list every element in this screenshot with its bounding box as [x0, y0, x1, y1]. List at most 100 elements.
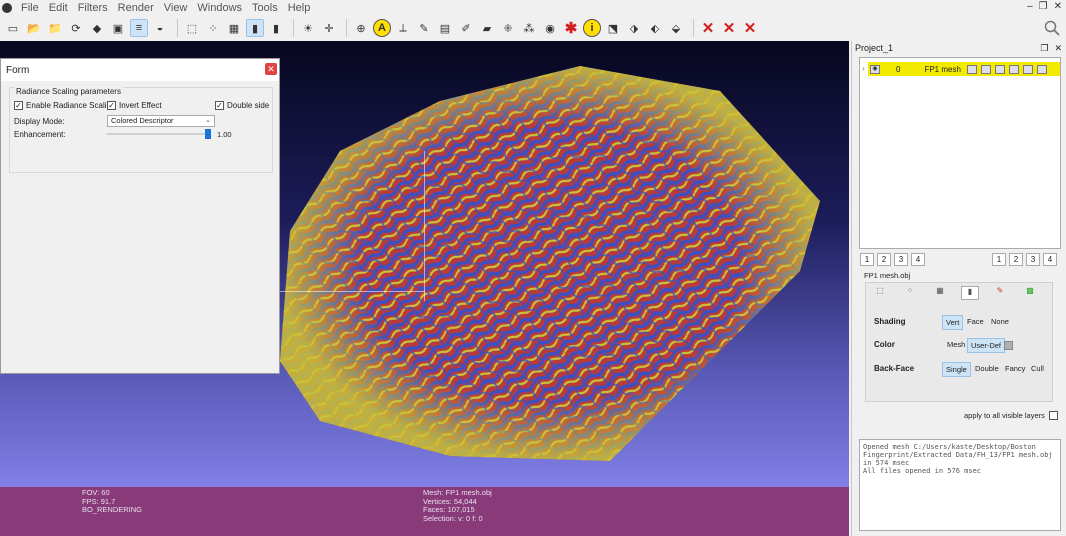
measure-icon[interactable]: ⟂	[399, 21, 407, 34]
right-shortcut-1[interactable]: 1	[992, 253, 1006, 266]
color-swatch[interactable]	[1004, 341, 1013, 350]
delete-all-icon[interactable]: ✕	[743, 20, 757, 37]
select-connected-icon[interactable]: ⁂	[523, 22, 535, 35]
search-icon[interactable]	[1044, 20, 1060, 36]
right-shortcut-3[interactable]: 3	[1026, 253, 1040, 266]
shading-icon[interactable]	[1008, 64, 1019, 74]
texture-icon[interactable]	[1036, 64, 1047, 74]
dialog-close-button[interactable]: ✕	[265, 63, 277, 75]
close-window-button[interactable]: ✕	[1053, 1, 1062, 12]
enable-radiance-checkbox[interactable]: ✓ Enable Radiance Scaling	[14, 101, 115, 110]
color-picker-icon[interactable]: ▰	[482, 22, 492, 35]
tab-wireframe-icon[interactable]: ▦	[936, 286, 944, 295]
minimize-button[interactable]: –	[1027, 1, 1033, 12]
edit-mesh-icon[interactable]: ⬖	[650, 22, 660, 35]
tab-points-icon[interactable]: ⁘	[906, 286, 914, 295]
apply-all-checkbox[interactable]	[1048, 411, 1058, 420]
brush-icon[interactable]: ✐	[461, 22, 471, 35]
reload-icon[interactable]: ⟳	[71, 22, 81, 35]
double-side-label: Double side	[227, 101, 270, 110]
left-shortcut-3[interactable]: 3	[894, 253, 908, 266]
texture-icon[interactable]: ▮	[272, 22, 280, 35]
shading-none-button[interactable]: None	[991, 317, 1009, 326]
import-mesh-icon[interactable]: ◆	[92, 22, 102, 35]
display-mode-label: Display Mode:	[14, 117, 65, 126]
selection-text: Selection: v: 0 f: 0	[423, 513, 483, 523]
enhancement-slider-track[interactable]	[107, 133, 211, 135]
menu-view[interactable]: View	[163, 2, 188, 14]
display-mode-select[interactable]: Colored Descriptor ⌄	[107, 115, 215, 127]
delete-vertices-icon[interactable]: ✕	[701, 20, 715, 37]
axis-icon[interactable]: ✛	[324, 22, 334, 35]
enhancement-slider-handle[interactable]	[205, 129, 211, 139]
menu-bar: File Edit Filters Render View Windows To…	[0, 0, 1066, 16]
points-icon[interactable]	[980, 64, 991, 74]
mesh-name-text: Mesh: FP1 mesh.obj	[423, 488, 492, 497]
backface-fancy-button[interactable]: Fancy	[1005, 364, 1026, 373]
menu-help[interactable]: Help	[287, 2, 311, 14]
paint-icon[interactable]: ✎	[419, 22, 429, 35]
open-folder-icon[interactable]: 📂	[27, 22, 41, 35]
close-panel-icon[interactable]: ✕	[1054, 43, 1062, 53]
new-file-icon[interactable]: ▭	[7, 22, 19, 35]
annotation-icon[interactable]: A	[373, 19, 391, 37]
align-icon[interactable]: ⬔	[607, 22, 619, 35]
tab-shading-icon[interactable]: ▮	[961, 286, 979, 300]
color-mesh-button[interactable]: Mesh	[947, 340, 966, 349]
open-recent-icon[interactable]: 📁	[48, 22, 62, 35]
color-userdef-button[interactable]: User-Def	[967, 338, 1006, 353]
left-shortcut-2[interactable]: 2	[877, 253, 891, 266]
right-shortcut-2[interactable]: 2	[1009, 253, 1023, 266]
enhancement-value: 1.00	[217, 130, 232, 139]
tab-bbox-icon[interactable]: ⬚	[876, 286, 884, 295]
manipulator-icon[interactable]: ⊕	[356, 22, 366, 35]
backface-single-button[interactable]: Single	[942, 362, 971, 377]
double-side-checkbox[interactable]: ✓ Double side	[215, 101, 269, 110]
left-shortcut-4[interactable]: 4	[911, 253, 925, 266]
backface-double-button[interactable]: Double	[975, 364, 999, 373]
menu-render[interactable]: Render	[117, 2, 154, 14]
delete-faces-icon[interactable]: ✕	[722, 20, 736, 37]
menu-file[interactable]: File	[21, 2, 39, 14]
restore-button[interactable]: ❐	[1038, 1, 1048, 12]
enable-radiance-label: Enable Radiance Scaling	[26, 101, 116, 110]
info-icon[interactable]: i	[583, 19, 601, 37]
pick-icon[interactable]: ⬙	[671, 22, 681, 35]
menu-tools[interactable]: Tools	[252, 2, 278, 14]
layer-row[interactable]: ◉ 0 FP1 mesh	[868, 62, 1060, 76]
dialog-titlebar[interactable]: Form	[1, 59, 279, 81]
snapshot-icon[interactable]: ▣	[112, 22, 124, 35]
select-faces-icon[interactable]: ▤	[439, 22, 451, 35]
right-shortcut-4[interactable]: 4	[1043, 253, 1057, 266]
left-shortcut-1[interactable]: 1	[860, 253, 874, 266]
shading-face-button[interactable]: Face	[967, 317, 984, 326]
select-vertices-icon[interactable]: ⁜	[503, 22, 513, 35]
wireframe-icon[interactable]	[994, 64, 1005, 74]
invert-effect-checkbox[interactable]: ✓ Invert Effect	[107, 101, 162, 110]
raster-icon[interactable]: ◒	[156, 22, 164, 34]
tab-paint-icon[interactable]: ✎	[996, 286, 1004, 295]
light-icon[interactable]: ☀	[303, 22, 313, 35]
points-icon[interactable]: ⁘	[208, 22, 218, 35]
menu-edit[interactable]: Edit	[48, 2, 68, 14]
3d-viewport[interactable]	[0, 41, 849, 487]
georef-icon[interactable]: ✱	[564, 20, 578, 37]
menu-windows[interactable]: Windows	[197, 2, 243, 14]
chevron-right-icon[interactable]: ›	[862, 64, 865, 73]
layers-icon[interactable]: ≡	[130, 19, 148, 37]
wireframe-icon[interactable]: ▦	[228, 22, 240, 35]
rgb-icon[interactable]: ◉	[545, 22, 555, 35]
apply-all-layers[interactable]: apply to all visible layers	[964, 411, 1061, 420]
backface-cull-button[interactable]: Cull	[1031, 364, 1044, 373]
shading-vert-button[interactable]: Vert	[942, 315, 964, 330]
bbox-icon[interactable]: ⬚	[186, 22, 198, 35]
tab-texture-icon[interactable]: ▩	[1026, 286, 1034, 295]
color-icon[interactable]	[1022, 64, 1033, 74]
point-pick-icon[interactable]: ⬗	[629, 22, 639, 35]
visibility-eye-icon[interactable]: ◉	[870, 64, 880, 74]
menu-filters[interactable]: Filters	[77, 2, 108, 14]
smooth-shade-icon[interactable]: ▮	[246, 19, 264, 37]
float-panel-icon[interactable]: ❐	[1040, 43, 1049, 53]
right-shortcut-row: 1 2 3 4	[992, 253, 1057, 266]
bbox-icon[interactable]	[966, 64, 977, 74]
